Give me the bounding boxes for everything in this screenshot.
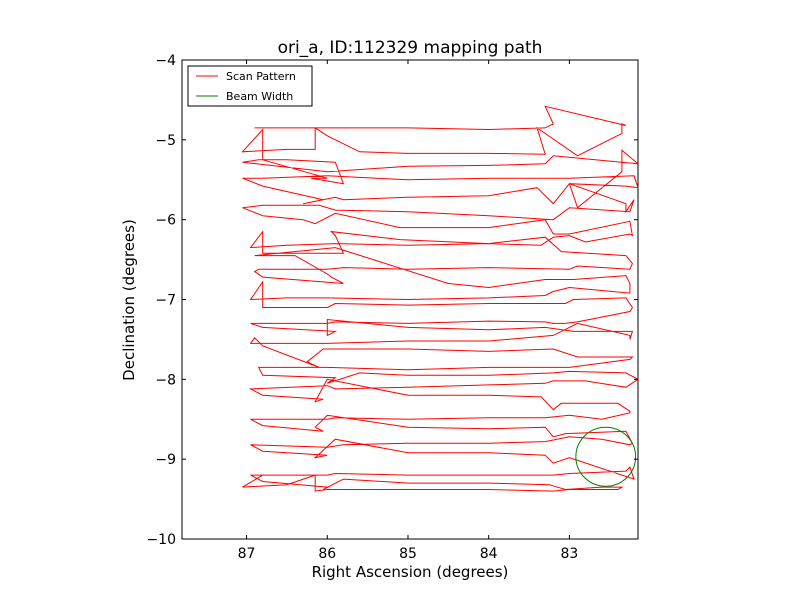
y-tick-label: −8 — [155, 372, 176, 388]
y-tick-label: −4 — [155, 53, 176, 69]
x-tick-label: 84 — [480, 546, 498, 562]
chart-title: ori_a, ID:112329 mapping path — [278, 38, 543, 58]
x-tick-label: 86 — [318, 546, 336, 562]
y-tick-label: −7 — [155, 293, 176, 309]
y-tick-label: −6 — [155, 213, 176, 229]
legend-label-scan-pattern: Scan Pattern — [226, 70, 296, 83]
x-tick-label: 87 — [238, 546, 256, 562]
y-axis-label: Declination (degrees) — [120, 219, 138, 381]
legend-label-beam-width: Beam Width — [226, 90, 293, 103]
x-tick-label: 85 — [399, 546, 417, 562]
tick-layer: 87 86 85 84 83 −4 −5 −6 −7 −8 −9 −10 — [146, 53, 638, 562]
plot-area: 87 86 85 84 83 −4 −5 −6 −7 −8 −9 −10 — [146, 53, 640, 562]
y-tick-label: −9 — [155, 452, 176, 468]
y-tick-label: −5 — [155, 133, 176, 149]
y-tick-label: −10 — [146, 532, 176, 548]
series-layer — [241, 105, 640, 492]
x-tick-label: 83 — [560, 546, 578, 562]
series-scan-pattern-line — [241, 105, 640, 492]
x-axis-label: Right Ascension (degrees) — [312, 563, 509, 581]
legend: Scan Pattern Beam Width — [187, 65, 313, 107]
series-beam-width-circle — [575, 426, 637, 487]
legend-box — [187, 65, 313, 107]
